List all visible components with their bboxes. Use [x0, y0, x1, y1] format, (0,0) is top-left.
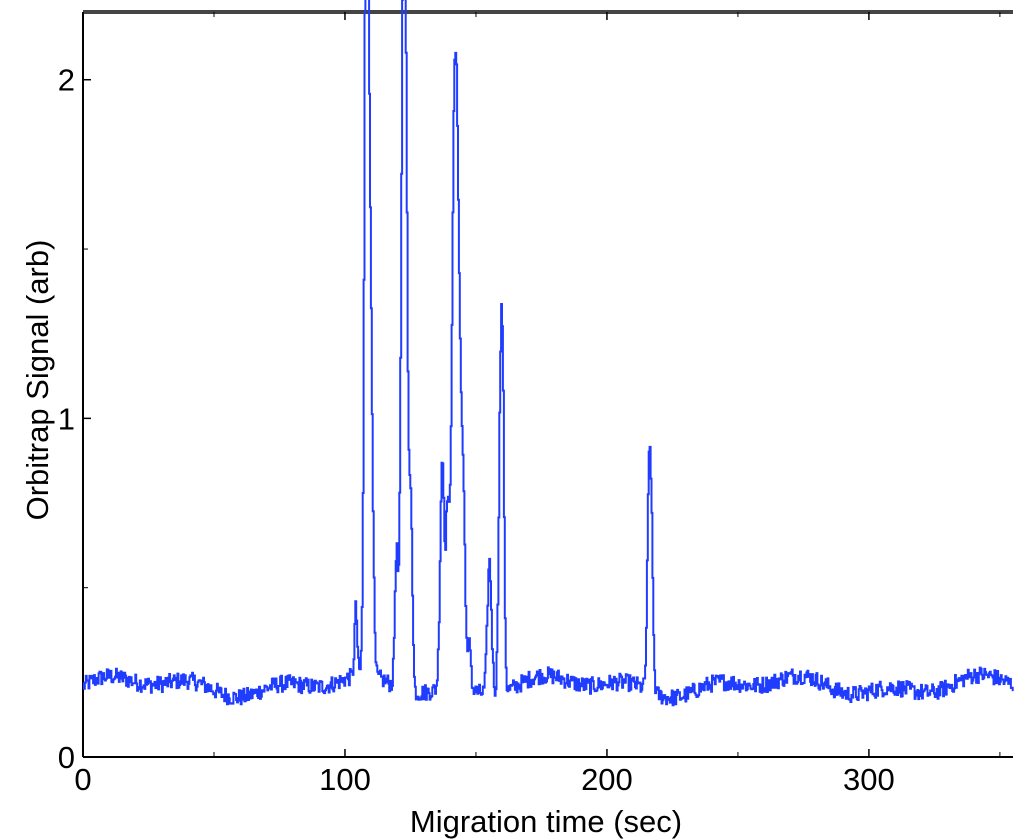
- x-tick-label: 0: [74, 762, 91, 797]
- y-tick-label: 0: [58, 740, 75, 775]
- x-tick-label: 100: [319, 762, 371, 797]
- signal-line: [82, 0, 1014, 707]
- x-tick-label: 300: [843, 762, 895, 797]
- y-axis-title: Orbitrap Signal (arb): [20, 240, 55, 521]
- y-tick-label: 1: [58, 401, 75, 436]
- y-tick-label: 2: [58, 63, 75, 98]
- axes: [82, 10, 1013, 758]
- x-axis-title: Migration time (sec): [410, 804, 682, 839]
- ticks-group: 0 100 200 300 0 1 2: [58, 12, 1001, 797]
- series-group: [82, 0, 1014, 707]
- x-tick-label: 200: [581, 762, 633, 797]
